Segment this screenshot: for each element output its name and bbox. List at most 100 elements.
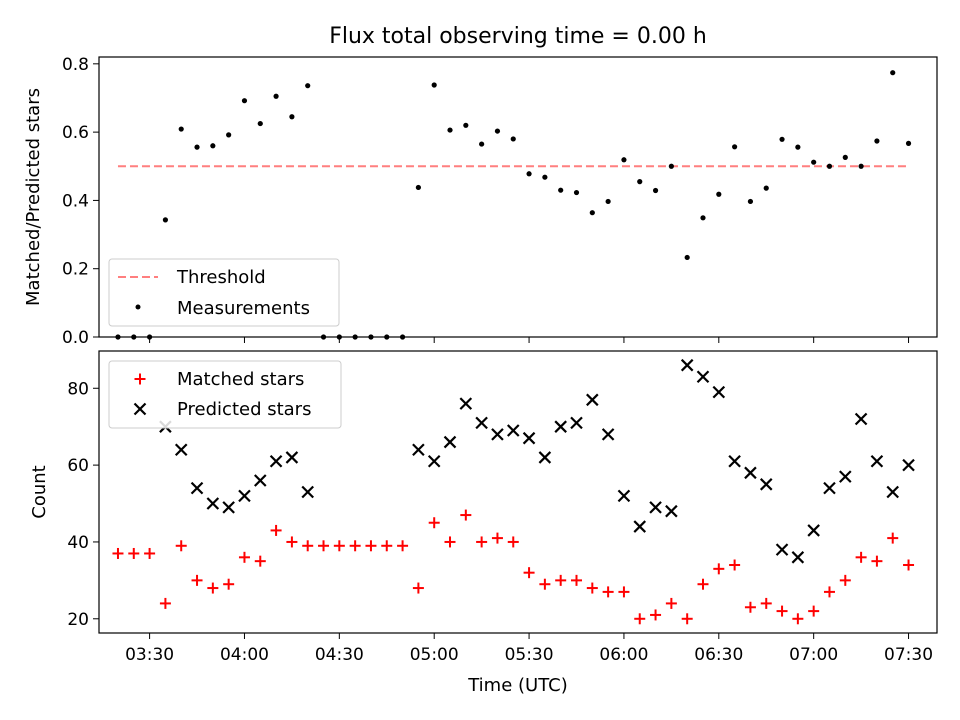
- measurement-point: [463, 122, 469, 128]
- predicted-star-point: [617, 489, 631, 503]
- matched-star-point: [665, 597, 677, 609]
- predicted-star-point: [759, 478, 773, 491]
- predicted-star-point: [570, 416, 583, 430]
- cross-stroke-b: [427, 454, 441, 468]
- measurement-point: [826, 163, 833, 169]
- cross-stroke-b: [791, 551, 805, 564]
- matched-star-point: [823, 586, 835, 598]
- measurement-point: [858, 163, 864, 169]
- top-plot-marks: [115, 70, 912, 340]
- matched-star-point: [476, 536, 488, 548]
- cross-stroke-b: [680, 358, 694, 372]
- predicted-legend-cross: [133, 402, 147, 416]
- matched-star-point: [839, 574, 851, 586]
- predicted-star-point: [190, 481, 204, 495]
- matched-star-point: [776, 605, 788, 617]
- matched-star-point: [887, 532, 899, 544]
- matched-star-point: [618, 586, 630, 598]
- top-plot-frame: [98, 56, 938, 338]
- top-plot: 0.00.20.40.60.8 Matched/Predicted stars …: [23, 55, 938, 348]
- bottom-x-tick-label: 07:30: [884, 645, 933, 665]
- predicted-star-point: [680, 358, 694, 372]
- predicted-star-point: [886, 485, 900, 499]
- measurements-legend-marker: [135, 304, 141, 310]
- cross-stroke-b: [238, 489, 251, 503]
- top-y-axis-label: Matched/Predicted stars: [23, 88, 44, 306]
- measurement-point: [795, 144, 801, 150]
- matched-star-point: [428, 517, 440, 529]
- measurement-point: [605, 198, 611, 205]
- measurement-point: [431, 82, 437, 88]
- predicted-star-point: [775, 543, 789, 556]
- predicted-star-point: [854, 412, 868, 426]
- cross-stroke-b: [854, 412, 868, 426]
- matched-star-point: [744, 601, 756, 613]
- matched-star-point: [792, 613, 804, 625]
- cross-stroke-b: [759, 478, 773, 491]
- matched-star-point: [254, 555, 266, 567]
- matched-star-point: [507, 536, 519, 548]
- predicted-star-point: [728, 454, 741, 468]
- predicted-star-point: [823, 481, 836, 495]
- predicted-star-point: [522, 431, 536, 445]
- matched-star-point: [175, 540, 187, 552]
- bottom-x-ticks: 03:30 04:00 04:30 05:00 05:30 06:00 06:30 07:00…: [125, 633, 933, 665]
- measurement-point: [668, 163, 674, 169]
- top-y-tick-label: 0.6: [62, 123, 89, 143]
- top-y-tick-label: 0.0: [62, 328, 89, 348]
- measurement-point: [890, 70, 896, 76]
- measurement-point: [526, 171, 532, 177]
- predicted-star-point: [696, 370, 710, 384]
- predicted-star-point: [269, 454, 283, 468]
- cross-stroke-b: [301, 485, 314, 499]
- predicted-star-point: [538, 451, 552, 464]
- cross-stroke-b: [506, 424, 520, 437]
- cross-stroke-b: [459, 397, 473, 410]
- bottom-y-tick-label: 60: [67, 456, 89, 476]
- matched-star-point: [302, 540, 314, 552]
- predicted-star-point: [902, 458, 915, 472]
- matched-star-point: [713, 563, 725, 575]
- matched-star-point: [650, 609, 662, 621]
- predicted-star-point: [238, 489, 251, 503]
- matched-star-point: [903, 559, 915, 571]
- matched-star-point: [318, 540, 330, 552]
- measurement-point: [415, 184, 421, 191]
- predicted-star-point: [506, 424, 520, 437]
- matched-star-point: [729, 559, 741, 571]
- chart-title: Flux total observing time = 0.00 h: [329, 24, 707, 49]
- cross-stroke-b: [902, 458, 915, 472]
- measurement-point: [652, 187, 659, 194]
- predicted-star-point: [206, 497, 220, 510]
- cross-stroke-b: [522, 431, 536, 445]
- cross-stroke-b: [712, 385, 726, 399]
- bottom-x-tick-label: 06:00: [599, 645, 648, 665]
- cross-stroke-b: [633, 520, 647, 533]
- measurement-point: [811, 159, 817, 165]
- bottom-plot-frame: [98, 350, 938, 634]
- cross-stroke-b: [696, 370, 710, 384]
- matched-star-point: [634, 613, 646, 625]
- measurement-point: [637, 179, 643, 185]
- bottom-plot-marks: [112, 358, 915, 625]
- bottom-x-tick-label: 07:00: [789, 645, 838, 665]
- measurement-point: [700, 215, 706, 221]
- measurement-point: [558, 187, 564, 193]
- predicted-star-point: [633, 520, 647, 533]
- measurement-point: [494, 128, 501, 134]
- predicted-star-point: [443, 435, 457, 449]
- matched-star-point: [460, 509, 472, 521]
- predicted-star-point: [649, 501, 662, 514]
- measurement-point: [732, 144, 738, 150]
- top-legend: Threshold Measurements: [108, 258, 340, 327]
- predicted-star-point: [744, 466, 757, 480]
- measurement-point: [842, 154, 848, 160]
- matched-star-point: [523, 567, 535, 579]
- matched-star-point: [444, 536, 456, 548]
- bottom-y-ticks: 20 40 60 80: [67, 379, 99, 630]
- predicted-star-point: [554, 420, 567, 433]
- measurement-point: [716, 191, 722, 197]
- bottom-legend: Matched stars Predicted stars: [108, 360, 342, 429]
- predicted-star-point: [601, 428, 615, 441]
- bottom-x-tick-label: 06:30: [694, 645, 743, 665]
